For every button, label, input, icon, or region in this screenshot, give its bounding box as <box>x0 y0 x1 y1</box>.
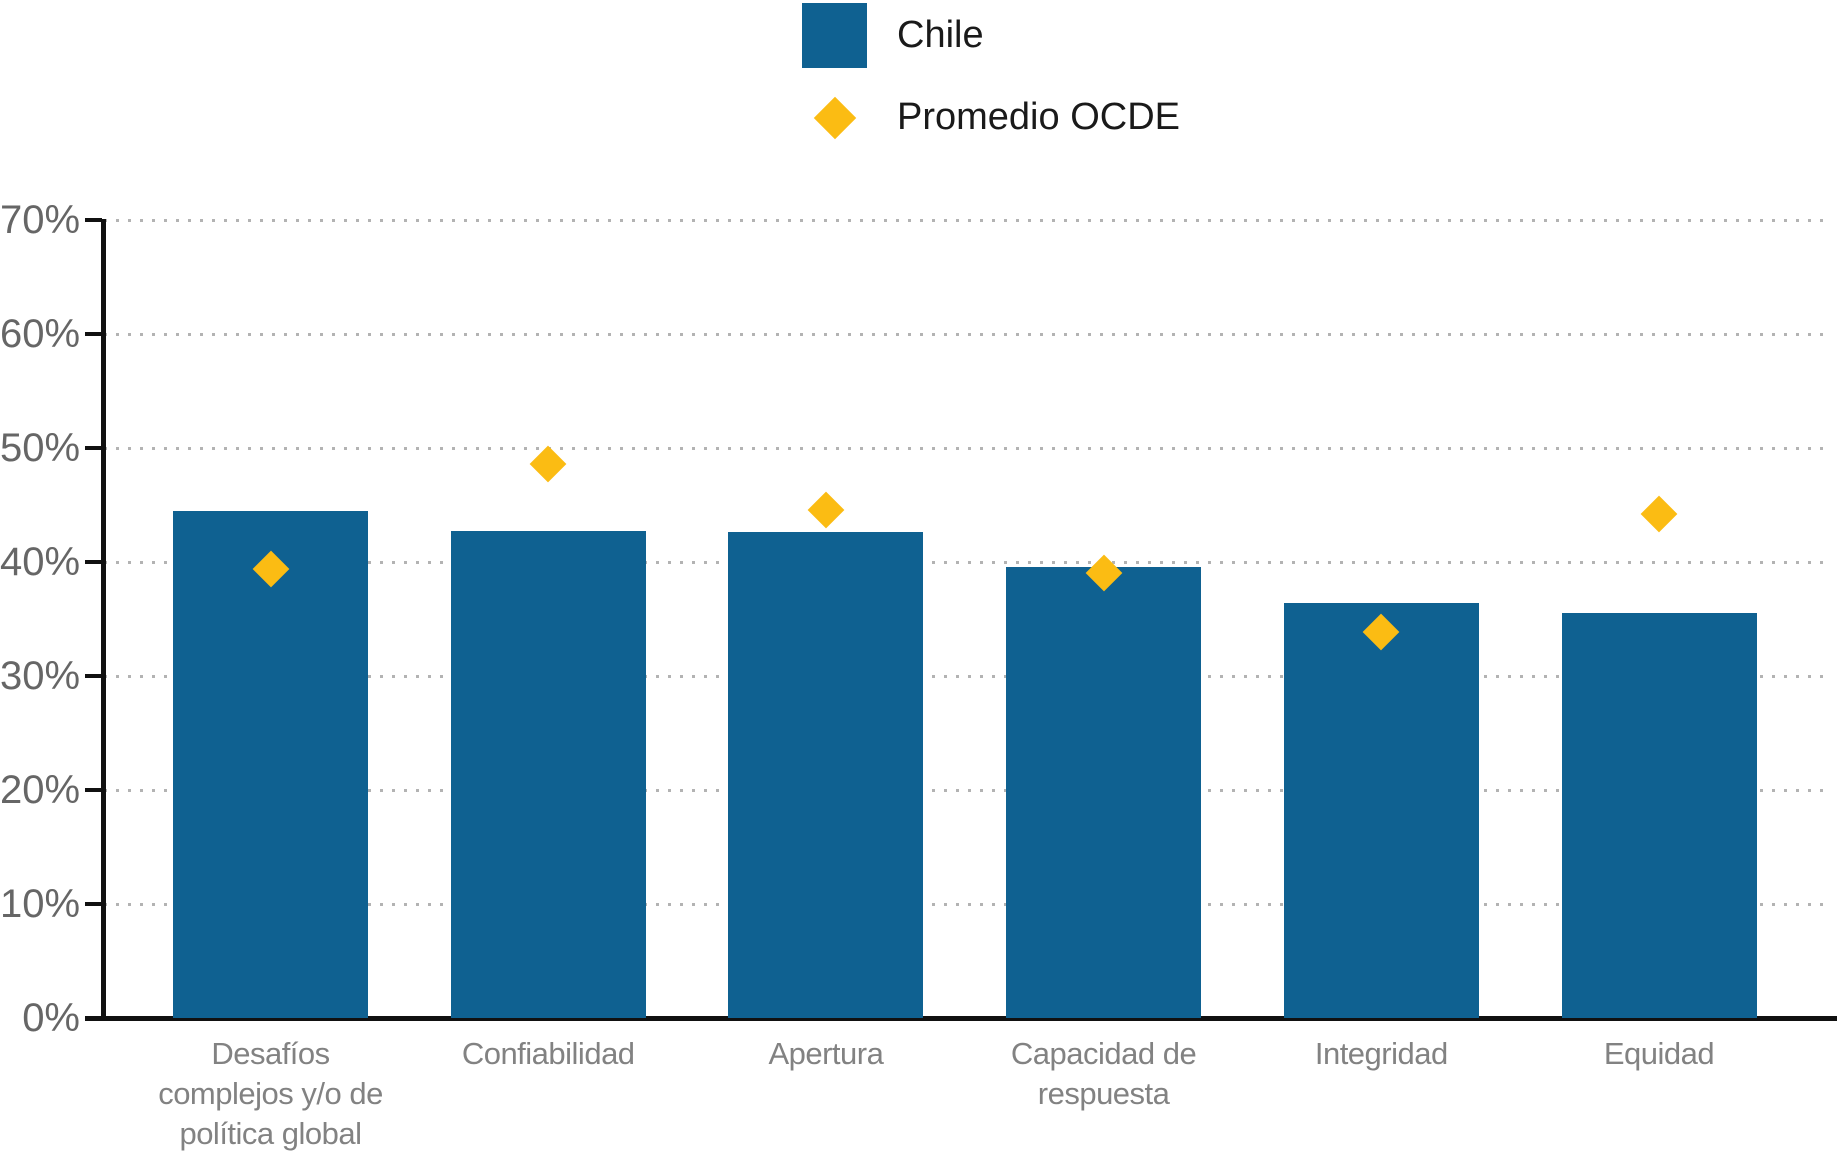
x-axis-category-label: Equidad <box>1603 1036 1715 1071</box>
gridline-10 <box>104 903 1832 906</box>
y-axis-tick-label: 10% <box>0 882 81 926</box>
bar-chile <box>1006 566 1202 1018</box>
chart-legend: Chile Promedio OCDE <box>802 3 1180 167</box>
y-axis-tick-mark <box>85 902 102 906</box>
bar-chile <box>450 531 646 1018</box>
x-axis-category-label: Apertura <box>768 1036 884 1071</box>
legend-item-chile: Chile <box>802 3 1180 68</box>
y-axis-tick-mark <box>85 560 102 564</box>
y-axis-tick-mark <box>85 218 102 222</box>
y-axis-tick-label: 70% <box>0 198 81 242</box>
y-axis-tick-mark <box>85 674 102 678</box>
bar-chile <box>728 532 924 1018</box>
y-axis-tick-mark <box>85 788 102 792</box>
gridline-20 <box>104 789 1832 792</box>
gridline-70 <box>104 219 1832 222</box>
y-axis-tick-label: 30% <box>0 654 81 698</box>
y-axis-tick-mark <box>85 332 102 336</box>
x-axis-category-label: Integridad <box>1314 1036 1448 1071</box>
bar-chile <box>1561 613 1757 1018</box>
diamond-marker-promedio-ocde <box>807 491 845 528</box>
diamond-marker-promedio-ocde <box>529 445 567 483</box>
y-axis-line <box>101 219 106 1020</box>
x-axis-line <box>85 1016 1837 1021</box>
legend-swatch-cell <box>802 3 867 68</box>
y-axis-tick-label: 60% <box>0 312 81 356</box>
diamond-marker-promedio-ocde <box>1640 495 1678 533</box>
gridline-30 <box>104 675 1832 678</box>
y-axis-tick-label: 50% <box>0 426 81 470</box>
bar-series-swatch-icon <box>802 3 867 68</box>
gridline-60 <box>104 333 1832 336</box>
bar-chile <box>1283 603 1479 1018</box>
gridline-50 <box>104 447 1832 450</box>
y-axis-tick-label: 0% <box>22 996 80 1040</box>
x-axis-category-label: Confiabilidad <box>461 1036 635 1071</box>
legend-label-chile: Chile <box>897 14 984 56</box>
x-axis-category-label: Desafíos complejos y/o de política globa… <box>158 1036 383 1151</box>
legend-item-promedio-ocde: Promedio OCDE <box>802 85 1180 150</box>
x-axis-category-label: Capacidad de respuesta <box>1010 1036 1197 1111</box>
bar-chile <box>173 510 368 1018</box>
gridline-40 <box>104 561 1832 564</box>
y-axis-tick-mark <box>85 446 102 450</box>
y-axis-tick-label: 20% <box>0 768 81 812</box>
legend-label-promedio-ocde: Promedio OCDE <box>897 96 1180 138</box>
y-axis-tick-label: 40% <box>0 540 81 584</box>
